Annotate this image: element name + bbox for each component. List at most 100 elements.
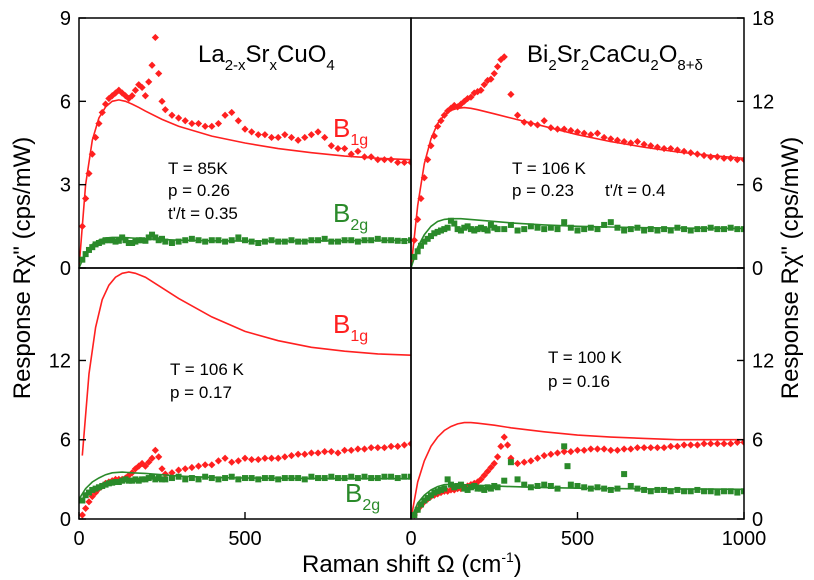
data-point-b1g-data xyxy=(460,97,468,105)
data-point-b2g-data xyxy=(467,484,474,491)
panel-bottom-left xyxy=(79,271,411,519)
data-point-b2g-data xyxy=(471,482,478,489)
data-point-b2g-data xyxy=(514,227,521,234)
data-point-b1g-data xyxy=(407,440,411,448)
data-point-b2g-data xyxy=(168,240,175,246)
y-tick-label: 12 xyxy=(752,91,774,113)
data-point-b2g-data xyxy=(328,473,335,480)
data-point-b1g-data xyxy=(221,454,229,462)
annotation-tr-temperature: T = 106 K xyxy=(512,159,587,178)
data-point-b1g-data xyxy=(327,142,335,150)
data-point-b1g-data xyxy=(540,117,548,125)
data-point-b1g-data xyxy=(321,448,329,456)
data-point-b1g-data xyxy=(613,446,622,454)
data-point-b1g-data xyxy=(407,158,411,167)
data-point-b2g-data xyxy=(641,486,648,493)
data-point-b1g-data xyxy=(483,76,492,85)
data-point-b2g-data xyxy=(328,238,335,245)
data-point-b1g-data xyxy=(727,440,735,448)
series-b1g-fit-line xyxy=(79,99,411,268)
data-point-b1g-data xyxy=(394,442,402,450)
data-point-b2g-data xyxy=(135,237,142,244)
data-point-b1g-data xyxy=(613,136,622,144)
data-point-b1g-data xyxy=(307,449,315,457)
data-point-b1g-data xyxy=(673,442,681,450)
data-point-b1g-data xyxy=(667,442,675,450)
data-point-b2g-data xyxy=(162,238,169,245)
data-point-b1g-data xyxy=(533,454,542,462)
data-point-b2g-data xyxy=(228,473,235,480)
compound-right: Bi2Sr2CaCu2O8+δ xyxy=(527,41,703,74)
data-point-b1g-data xyxy=(394,158,402,167)
data-point-b1g-data xyxy=(327,448,335,456)
data-point-b2g-data xyxy=(451,484,458,491)
data-point-b1g-data xyxy=(261,131,269,139)
data-point-b1g-data xyxy=(301,133,309,142)
x-tick-label: 1000 xyxy=(722,528,767,550)
data-point-b1g-data xyxy=(500,433,508,441)
data-point-b1g-data xyxy=(587,445,595,453)
data-point-b2g-data xyxy=(621,471,628,478)
data-point-b2g-data xyxy=(561,443,568,450)
data-point-b2g-data xyxy=(734,489,741,496)
data-point-b1g-data xyxy=(261,454,269,462)
data-point-b2g-data xyxy=(149,473,156,480)
data-point-b1g-data xyxy=(334,449,342,457)
data-point-b1g-data xyxy=(208,122,216,130)
data-point-b1g-data xyxy=(593,129,602,137)
data-point-b2g-data xyxy=(534,224,541,231)
data-point-b2g-data xyxy=(521,226,528,233)
data-point-b1g-data xyxy=(513,111,522,119)
data-point-b2g-data xyxy=(694,486,701,493)
data-point-b2g-data xyxy=(361,473,368,480)
data-point-b2g-data xyxy=(411,512,418,519)
data-point-b2g-data xyxy=(99,482,106,489)
data-point-b1g-data xyxy=(513,459,522,468)
data-point-b2g-data xyxy=(514,476,521,483)
data-point-b2g-data xyxy=(647,488,654,495)
data-point-b1g-data xyxy=(727,154,735,162)
data-point-b1g-data xyxy=(188,119,196,128)
data-point-b2g-data xyxy=(95,240,102,246)
data-point-b2g-data xyxy=(667,227,674,234)
data-point-b2g-data xyxy=(434,228,441,235)
x-tick-label: 0 xyxy=(405,528,416,550)
data-point-b2g-data xyxy=(301,476,308,483)
data-point-b1g-data xyxy=(567,448,575,456)
data-point-b2g-data xyxy=(145,234,152,241)
data-point-b1g-data xyxy=(161,470,169,478)
data-point-b2g-data xyxy=(139,476,146,483)
data-point-b1g-data xyxy=(141,462,149,470)
x-axis-label-end: ) xyxy=(514,551,522,578)
data-point-b2g-data xyxy=(444,476,451,483)
series-b2g-fit-line xyxy=(79,471,411,500)
data-point-b2g-data xyxy=(491,224,498,231)
y-tick-label: 12 xyxy=(49,350,71,372)
data-point-b2g-data xyxy=(431,230,438,237)
data-point-b2g-data xyxy=(162,476,169,483)
data-point-b1g-data xyxy=(334,144,342,153)
data-point-b1g-data xyxy=(647,142,655,150)
data-point-b1g-data xyxy=(168,111,176,119)
data-point-b1g-data xyxy=(145,458,153,466)
y-tick-label: 6 xyxy=(752,175,763,197)
data-point-b1g-data xyxy=(228,108,236,117)
data-point-b1g-data xyxy=(500,53,508,61)
data-point-b2g-data xyxy=(627,226,634,233)
data-point-b1g-data xyxy=(155,453,163,461)
data-point-b2g-data xyxy=(441,226,448,233)
data-point-b1g-data xyxy=(274,133,282,142)
data-point-b2g-data xyxy=(487,485,494,492)
data-point-b2g-data xyxy=(594,226,601,233)
data-point-b1g-data xyxy=(380,444,389,452)
annotation-tr-hopping: t'/t = 0.4 xyxy=(605,181,665,200)
data-point-b2g-data xyxy=(102,237,109,244)
data-point-b2g-data xyxy=(474,226,481,233)
data-point-b1g-data xyxy=(82,504,90,513)
data-point-b2g-data xyxy=(414,506,421,513)
data-point-b1g-data xyxy=(341,144,349,153)
data-point-b2g-data xyxy=(484,227,491,234)
data-point-b1g-data xyxy=(267,454,276,462)
panel-frame xyxy=(410,267,745,520)
